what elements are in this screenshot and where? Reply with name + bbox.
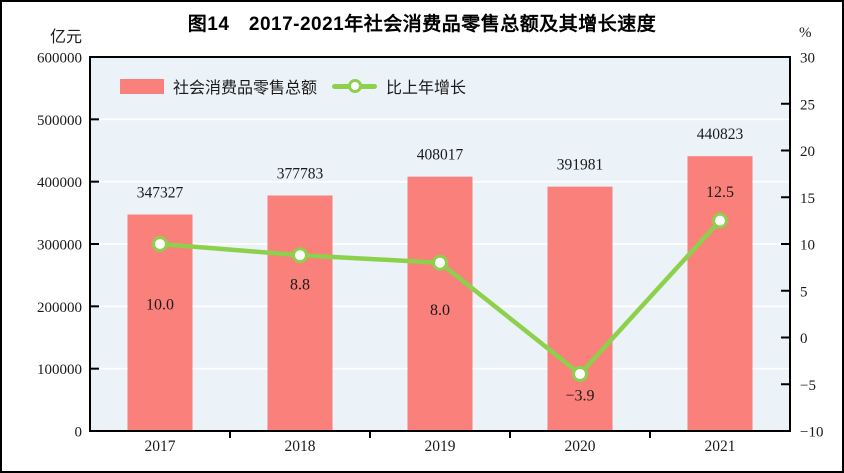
right-axis-label: −10: [800, 425, 823, 441]
legend-line-marker-icon: [332, 79, 378, 93]
left-axis-label: 100000: [37, 362, 82, 378]
growth-marker-2019: [432, 254, 448, 271]
left-axis-label: 0: [75, 425, 83, 441]
x-axis-label: 2019: [425, 438, 456, 455]
left-axis-label: 400000: [37, 175, 82, 191]
left-axis-label: 500000: [37, 113, 82, 129]
right-axis-label: 5: [800, 284, 808, 300]
x-axis-label: 2021: [705, 438, 736, 455]
right-axis-label: 30: [800, 51, 815, 67]
plot-frame: [89, 56, 791, 432]
legend-line-dot-icon: [347, 79, 362, 93]
growth-value-label: 8.8: [290, 277, 310, 294]
right-axis-unit: %: [799, 25, 812, 41]
legend-label-retail: 社会消费品零售总额: [173, 80, 318, 97]
growth-value-label: −3.9: [565, 387, 594, 404]
x-axis-label: 2018: [285, 438, 316, 455]
growth-marker-2021: [712, 212, 728, 229]
bar-value-label: 377783: [277, 166, 324, 183]
left-axis-label: 300000: [37, 238, 82, 254]
right-axis-label: 15: [800, 191, 815, 207]
growth-value-label: 12.5: [706, 184, 734, 201]
chart-title: 图14 2017-2021年社会消费品零售总额及其增长速度: [187, 14, 657, 35]
growth-marker-2020: [572, 365, 588, 382]
growth-value-label: 8.0: [430, 302, 450, 319]
right-axis-label: 20: [800, 144, 815, 160]
bar-value-label: 408017: [417, 147, 464, 164]
bar-value-label: 391981: [557, 157, 604, 174]
bar-2018: [267, 195, 333, 431]
legend: 社会消费品零售总额 比上年增长: [120, 74, 466, 98]
bar-2019: [407, 176, 473, 431]
legend-label-growth: 比上年增长: [386, 80, 467, 97]
x-axis-label: 2020: [565, 438, 596, 455]
bar-value-label: 347327: [137, 184, 184, 201]
right-axis-label: 25: [800, 97, 815, 113]
growth-marker-2017: [152, 236, 168, 252]
x-axis-label: 2017: [145, 438, 176, 455]
left-axis-label: 200000: [37, 300, 82, 316]
growth-marker-2018: [292, 247, 308, 264]
legend-bar-swatch-icon: [120, 78, 164, 94]
bar-2020: [547, 186, 613, 431]
left-axis-label: 600000: [37, 51, 82, 67]
growth-value-label: 10.0: [146, 297, 174, 314]
right-axis-label: 0: [800, 331, 808, 347]
right-axis-label: 10: [800, 238, 815, 254]
bar-value-label: 440823: [697, 126, 744, 143]
left-axis-unit: 亿元: [49, 29, 82, 46]
bar-2021: [687, 156, 753, 431]
right-axis-label: −5: [800, 378, 816, 394]
